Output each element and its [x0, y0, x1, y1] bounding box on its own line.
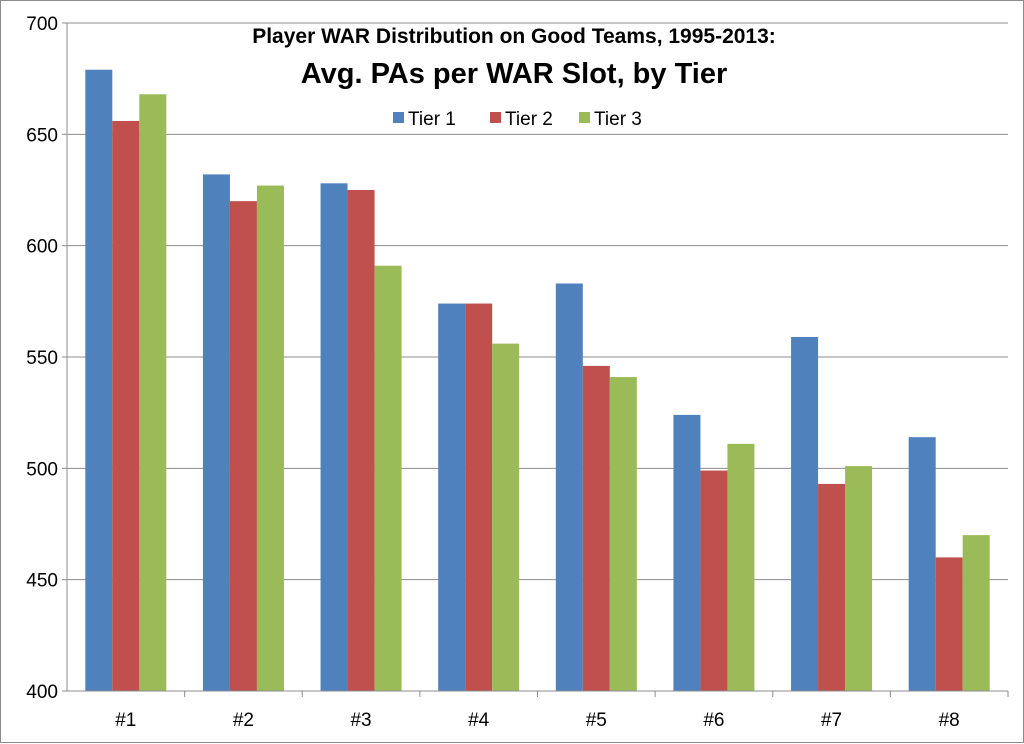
x-tick-label: #2 — [233, 710, 254, 731]
bar-tier-2 — [935, 557, 963, 691]
y-tick-label: 450 — [26, 571, 58, 592]
bar-tier-1 — [673, 414, 701, 691]
bar-tier-1 — [202, 174, 230, 691]
y-tick-label: 600 — [26, 237, 58, 258]
chart-subtitle: Avg. PAs per WAR Slot, by Tier — [301, 58, 728, 90]
bar-tier-2 — [818, 483, 846, 691]
bar-tier-1 — [555, 283, 583, 691]
y-tick-label: 550 — [26, 348, 58, 369]
axes — [62, 22, 1009, 697]
bar-tier-2 — [229, 201, 257, 691]
bars — [85, 69, 990, 692]
bar-tier-3 — [139, 94, 167, 691]
bar-tier-3 — [374, 265, 402, 691]
x-tick-label: #4 — [468, 710, 490, 731]
bar-tier-3 — [256, 185, 284, 691]
bar-tier-1 — [791, 336, 819, 691]
legend-label: Tier 2 — [505, 109, 553, 130]
x-tick-label: #3 — [350, 710, 371, 731]
x-tick-label: #7 — [821, 710, 842, 731]
x-tick-label: #6 — [703, 710, 724, 731]
bar-tier-2 — [700, 470, 728, 691]
legend-swatch — [393, 112, 404, 123]
legend-label: Tier 1 — [408, 109, 456, 130]
y-tick-label: 650 — [26, 125, 58, 146]
legend-swatch — [490, 112, 501, 123]
y-tick-label: 400 — [26, 682, 58, 703]
legend-swatch — [579, 112, 590, 123]
bar-tier-1 — [320, 183, 348, 691]
bar-tier-2 — [112, 120, 140, 692]
y-tick-label: 700 — [26, 14, 58, 35]
legend-label: Tier 3 — [594, 109, 642, 130]
legend: Tier 1 Tier 2 Tier 3 — [393, 109, 642, 130]
bar-tier-2 — [582, 365, 610, 691]
tick-labels: 400 450 500 550 600 650 700 #1 #2 #3 #4 #5 #6 #7 #8 — [26, 14, 959, 731]
bar-tier-3 — [962, 535, 990, 691]
bar-tier-2 — [347, 190, 375, 691]
bar-tier-3 — [492, 343, 520, 691]
bar-tier-2 — [465, 303, 493, 691]
bar-tier-3 — [845, 466, 873, 691]
y-tick-label: 500 — [26, 459, 58, 480]
bar-tier-1 — [438, 303, 466, 691]
x-tick-label: #8 — [939, 710, 960, 731]
x-tick-label: #5 — [586, 710, 607, 731]
bar-tier-1 — [908, 437, 936, 691]
x-tick-label: #1 — [115, 710, 136, 731]
chart-title: Player WAR Distribution on Good Teams, 1… — [252, 25, 776, 48]
bar-tier-3 — [727, 443, 755, 691]
bar-tier-3 — [609, 377, 637, 691]
bar-tier-1 — [85, 69, 113, 691]
